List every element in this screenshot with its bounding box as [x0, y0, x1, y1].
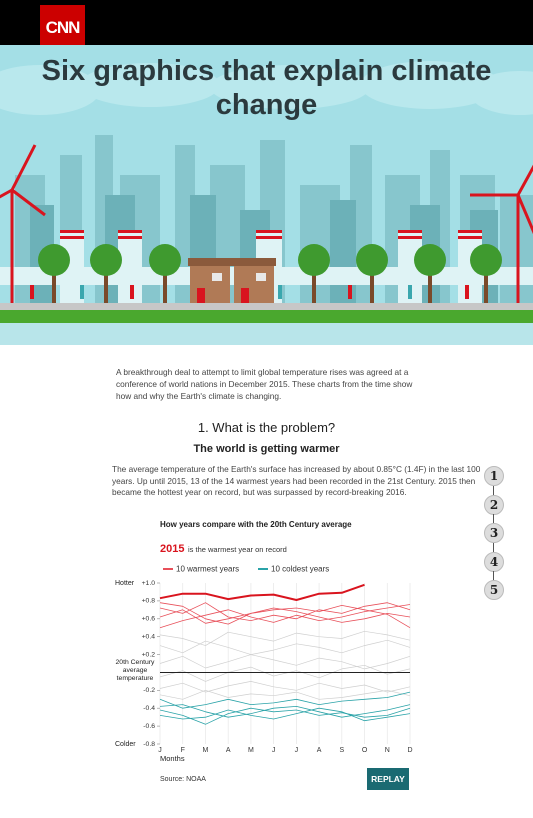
other-year-line	[159, 664, 411, 682]
nav-step[interactable]: 2	[484, 494, 504, 515]
year-line	[159, 602, 411, 621]
x-tick-label: A	[317, 747, 322, 754]
x-tick-label: J	[158, 747, 162, 754]
x-tick-label: J	[272, 747, 276, 754]
intro-text: A breakthrough deal to attempt to limit …	[116, 367, 413, 401]
y-bottom-label: Colder	[115, 741, 136, 748]
nav-connector	[493, 571, 494, 582]
nav-step[interactable]: 3	[484, 523, 504, 543]
legend-label: 10 coldest years	[271, 565, 329, 574]
other-year-line	[159, 681, 411, 693]
x-tick-label: M	[203, 747, 209, 754]
other-year-line	[159, 630, 411, 646]
nav-step[interactable]: 4	[484, 551, 504, 572]
y-tick-label: -0.6	[143, 723, 155, 730]
x-tick-label: O	[362, 747, 368, 754]
highlight-line	[159, 583, 365, 601]
other-year-line	[159, 654, 411, 670]
x-tick-label: A	[226, 747, 231, 754]
x-tick-label: D	[407, 747, 412, 754]
chart: How years compare with the 20th Century …	[115, 520, 413, 783]
logo[interactable]: CNN	[40, 5, 85, 50]
year-line	[159, 707, 411, 722]
y-tick-label: +1.0	[142, 580, 156, 587]
nav-connector	[493, 514, 494, 525]
year-line	[159, 704, 411, 718]
section-subheading: The world is getting warmer	[193, 443, 340, 455]
x-tick-label: N	[385, 747, 390, 754]
nav-connector	[493, 542, 494, 554]
nav-step[interactable]: 5	[484, 580, 504, 600]
nav-step[interactable]: 1	[484, 466, 504, 486]
legend-label: 10 warmest years	[176, 565, 239, 574]
year-line	[159, 604, 411, 629]
x-tick-label: F	[181, 747, 185, 754]
zero-label: 20th Century average temperature	[115, 659, 155, 682]
top-bar	[0, 0, 533, 45]
hero-title: Six graphics that explain climate change	[41, 55, 492, 121]
x-tick-label: J	[295, 747, 299, 754]
nav-connector	[493, 485, 494, 497]
highlight-name: 2015	[160, 543, 184, 555]
y-tick-label: +0.8	[142, 598, 156, 605]
x-axis-label: Months	[160, 754, 185, 763]
y-tick-label: +0.6	[142, 616, 156, 623]
y-tick-label: -0.4	[143, 705, 155, 712]
source: Source: NOAA	[160, 776, 206, 783]
y-tick-label: -0.2	[143, 687, 155, 694]
y-tick-label: -0.8	[143, 741, 155, 748]
y-tick-label: +0.2	[142, 651, 156, 658]
year-line	[159, 602, 411, 625]
year-line	[159, 707, 411, 725]
other-year-line	[159, 639, 411, 655]
year-line	[159, 605, 411, 629]
other-year-line	[159, 689, 411, 700]
y-tick-label: +0.4	[142, 633, 156, 640]
section-heading: 1. What is the problem?	[197, 420, 336, 435]
replay-button[interactable]: REPLAY	[367, 768, 409, 790]
x-tick-label: M	[248, 747, 254, 754]
chart-title: How years compare with the 20th Century …	[160, 520, 352, 529]
highlight-note: is the warmest year on record	[188, 545, 287, 554]
year-line	[159, 691, 411, 709]
y-top-label: Hotter	[115, 580, 135, 587]
x-tick-label: S	[339, 747, 344, 754]
section-paragraph: The average temperature of the Earth's s…	[112, 464, 481, 497]
hero-illustration	[0, 45, 533, 345]
